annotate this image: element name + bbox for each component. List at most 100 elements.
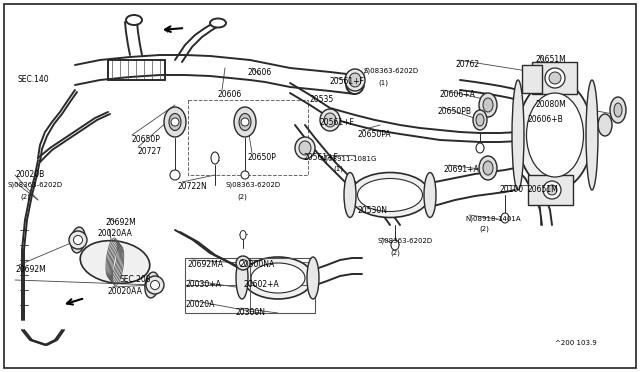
Text: 20650PA: 20650PA — [358, 130, 392, 139]
Ellipse shape — [210, 19, 226, 28]
Text: 20530N: 20530N — [358, 206, 388, 215]
Ellipse shape — [614, 103, 622, 117]
Ellipse shape — [324, 113, 336, 127]
Text: 20561+F: 20561+F — [303, 153, 338, 162]
Text: 20300N: 20300N — [236, 308, 266, 317]
Text: 20691+A: 20691+A — [444, 165, 480, 174]
Text: 20602+A: 20602+A — [243, 280, 279, 289]
Bar — [522, 65, 542, 93]
Ellipse shape — [236, 257, 248, 299]
Ellipse shape — [69, 231, 87, 249]
Text: 20650PB: 20650PB — [438, 107, 472, 116]
Ellipse shape — [145, 272, 159, 298]
Ellipse shape — [518, 80, 593, 190]
Text: 20651M: 20651M — [528, 185, 559, 194]
Ellipse shape — [239, 260, 246, 266]
Text: (2): (2) — [479, 226, 489, 232]
Circle shape — [241, 118, 249, 126]
Text: 20650P: 20650P — [248, 153, 277, 162]
Text: 20650P: 20650P — [132, 135, 161, 144]
Text: (2): (2) — [237, 193, 247, 199]
Ellipse shape — [240, 231, 246, 240]
Text: 20722N: 20722N — [178, 182, 208, 191]
Ellipse shape — [345, 69, 365, 91]
Ellipse shape — [610, 97, 626, 123]
Ellipse shape — [251, 263, 305, 293]
Ellipse shape — [586, 80, 598, 190]
Ellipse shape — [476, 143, 484, 153]
Ellipse shape — [598, 114, 612, 136]
Text: S)08363-6202D: S)08363-6202D — [225, 182, 280, 189]
Ellipse shape — [74, 235, 83, 244]
Ellipse shape — [295, 137, 315, 159]
Ellipse shape — [479, 93, 497, 117]
Ellipse shape — [169, 113, 181, 131]
Text: 20762: 20762 — [455, 60, 479, 69]
Ellipse shape — [126, 15, 142, 25]
Ellipse shape — [424, 173, 436, 218]
Text: 20100: 20100 — [499, 185, 523, 194]
Text: 20727: 20727 — [138, 147, 162, 156]
Text: 20300NA: 20300NA — [240, 260, 275, 269]
Text: 20606: 20606 — [248, 68, 272, 77]
Ellipse shape — [527, 93, 584, 177]
Ellipse shape — [164, 107, 186, 137]
Text: 20080M: 20080M — [535, 100, 566, 109]
Ellipse shape — [483, 161, 493, 175]
Text: (2): (2) — [20, 193, 30, 199]
Bar — [185, 258, 315, 313]
Ellipse shape — [344, 173, 356, 218]
Text: 20561+F: 20561+F — [330, 77, 365, 86]
Ellipse shape — [545, 68, 565, 88]
Ellipse shape — [549, 72, 561, 84]
Ellipse shape — [547, 185, 557, 195]
Ellipse shape — [239, 113, 251, 131]
Text: 20030+A: 20030+A — [185, 280, 221, 289]
Text: 20020A: 20020A — [186, 300, 216, 309]
Ellipse shape — [243, 257, 313, 299]
Text: 20651M: 20651M — [536, 55, 567, 64]
Ellipse shape — [391, 240, 399, 250]
Text: 20020AA: 20020AA — [97, 229, 132, 238]
Text: SEC.140: SEC.140 — [17, 75, 49, 84]
Ellipse shape — [346, 74, 364, 94]
Ellipse shape — [358, 179, 422, 212]
Ellipse shape — [146, 276, 164, 294]
Ellipse shape — [483, 98, 493, 112]
Ellipse shape — [211, 152, 219, 164]
Ellipse shape — [71, 227, 85, 253]
Bar — [188, 100, 308, 175]
Circle shape — [171, 118, 179, 126]
Ellipse shape — [350, 173, 430, 218]
Ellipse shape — [349, 73, 361, 87]
Text: 20692M: 20692M — [15, 265, 45, 274]
Ellipse shape — [479, 156, 497, 180]
Text: S)08363-6202D: S)08363-6202D — [378, 238, 433, 244]
Ellipse shape — [234, 107, 256, 137]
Text: SEC.208: SEC.208 — [120, 275, 152, 284]
Text: (2): (2) — [390, 249, 400, 256]
Circle shape — [241, 171, 249, 179]
Text: ^200 103.9: ^200 103.9 — [555, 340, 596, 346]
Text: 20020B: 20020B — [15, 170, 44, 179]
Ellipse shape — [80, 241, 150, 283]
Text: S)08363-6202D: S)08363-6202D — [363, 68, 418, 74]
Ellipse shape — [236, 256, 250, 270]
Text: N)08918-1401A: N)08918-1401A — [465, 215, 520, 221]
Text: N)08911-1081G: N)08911-1081G — [320, 155, 376, 161]
Ellipse shape — [320, 109, 340, 131]
Text: *: * — [165, 28, 171, 38]
Ellipse shape — [501, 213, 509, 223]
Text: 20020AA: 20020AA — [108, 287, 143, 296]
Ellipse shape — [299, 141, 311, 155]
Text: 20606+A: 20606+A — [440, 90, 476, 99]
Ellipse shape — [473, 110, 487, 130]
Ellipse shape — [543, 181, 561, 199]
Ellipse shape — [150, 280, 159, 289]
Ellipse shape — [512, 80, 524, 190]
Ellipse shape — [476, 114, 484, 126]
Ellipse shape — [307, 257, 319, 299]
Text: 20561+F: 20561+F — [320, 118, 355, 127]
Text: (1): (1) — [333, 166, 343, 173]
Text: 20606: 20606 — [218, 90, 243, 99]
